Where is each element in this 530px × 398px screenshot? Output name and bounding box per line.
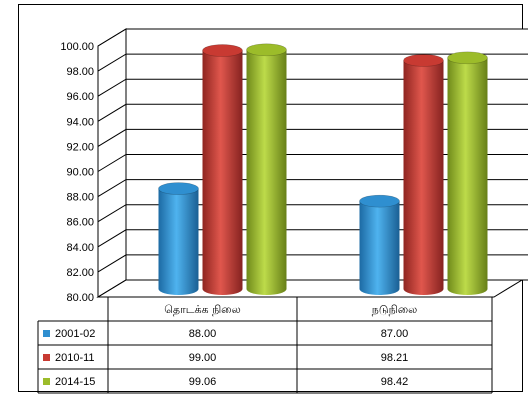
bar-2010-11-1 xyxy=(403,54,444,295)
gridline xyxy=(97,154,528,172)
y-tick-label: 80.00 xyxy=(66,292,94,304)
bar-top xyxy=(447,51,488,65)
y-tick-label: 82.00 xyxy=(66,267,94,279)
category-label: நடுநிலை xyxy=(372,303,418,316)
bar-body xyxy=(202,50,243,295)
bar-top xyxy=(158,182,199,195)
legend-swatch xyxy=(43,330,50,337)
bar-top xyxy=(403,54,444,67)
bar-top xyxy=(202,44,243,57)
gridline xyxy=(97,179,528,198)
legend-label: 2014-15 xyxy=(55,376,95,388)
data-label: 98.21 xyxy=(381,352,409,364)
bar-2010-11-0 xyxy=(202,44,243,295)
category-label: தொடக்க நிலை xyxy=(164,303,240,316)
data-label: 99.00 xyxy=(189,352,217,364)
bar-body xyxy=(359,201,400,295)
bar-top xyxy=(359,194,400,208)
data-label: 98.42 xyxy=(381,376,409,388)
y-tick-label: 98.00 xyxy=(66,66,94,78)
bars-layer xyxy=(158,43,488,296)
bar-2014-15-1 xyxy=(447,51,488,296)
legend-swatch xyxy=(43,354,50,361)
data-table: தொடக்க நிலை நடுநிலை 2001-02 88.00 87.00 2010-… xyxy=(37,297,493,394)
bar-body xyxy=(403,60,444,295)
data-label: 99.06 xyxy=(189,376,217,388)
bar-top xyxy=(246,43,287,57)
y-tick-label: 100.00 xyxy=(60,41,94,53)
data-label: 88.00 xyxy=(189,328,217,340)
y-tick-label: 88.00 xyxy=(66,192,94,204)
y-tick-label: 84.00 xyxy=(66,242,94,254)
y-tick-label: 90.00 xyxy=(66,167,94,179)
gridline xyxy=(97,28,528,47)
y-tick-label: 96.00 xyxy=(66,91,94,103)
legend-swatch xyxy=(43,378,50,385)
y-tick-label: 86.00 xyxy=(66,217,94,229)
gridline xyxy=(97,103,528,122)
y-tick-label: 94.00 xyxy=(66,116,94,128)
bar-2014-15-0 xyxy=(246,43,287,296)
gridline xyxy=(97,128,528,147)
y-tick-label: 92.00 xyxy=(66,141,94,153)
gridline xyxy=(97,78,528,97)
legend-label: 2010-11 xyxy=(55,352,95,364)
bar-body xyxy=(246,49,287,296)
gridline xyxy=(97,53,528,72)
bar-body xyxy=(447,57,488,296)
data-label: 87.00 xyxy=(381,328,409,340)
bar-body xyxy=(158,188,199,295)
bar-2001-02-0 xyxy=(158,182,199,295)
bar-2001-02-1 xyxy=(359,194,400,295)
legend-label: 2001-02 xyxy=(55,328,95,340)
